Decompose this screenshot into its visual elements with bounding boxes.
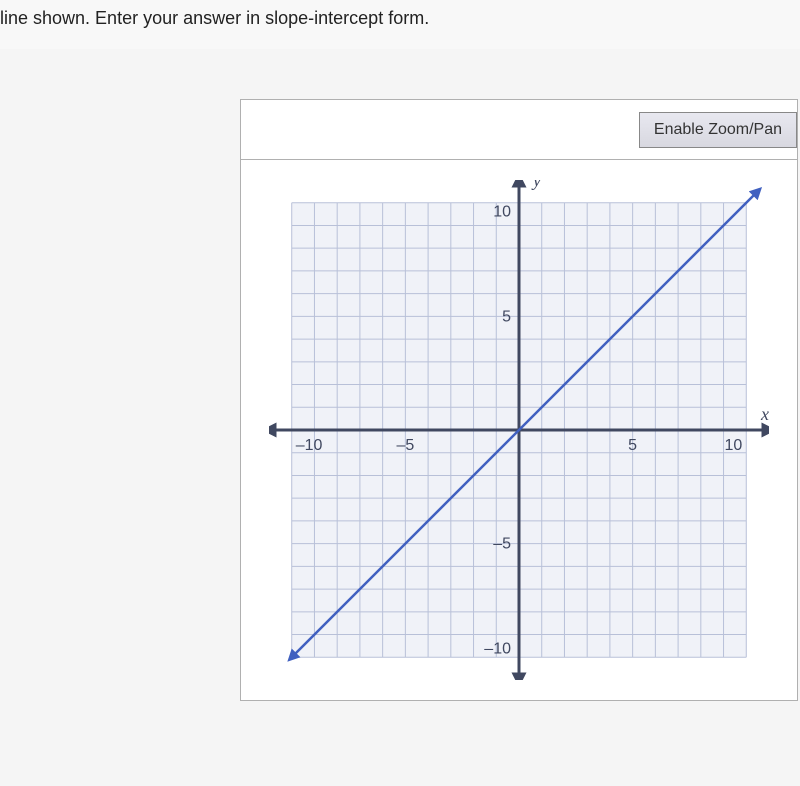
svg-text:5: 5	[628, 437, 637, 454]
question-text: line shown. Enter your answer in slope-i…	[0, 0, 800, 49]
svg-text:x: x	[760, 404, 769, 424]
svg-text:5: 5	[502, 308, 511, 325]
svg-text:y: y	[531, 180, 541, 190]
chart-area: –10 –5 5 10 –10 –5 5 10 x y	[241, 160, 797, 700]
svg-text:–10: –10	[484, 640, 511, 657]
svg-text:10: 10	[724, 437, 742, 454]
svg-text:–5: –5	[396, 437, 414, 454]
chart-container: Enable Zoom/Pan –10 –5 5 10 –10 –5 5 10 x y	[240, 99, 798, 701]
svg-text:–5: –5	[493, 536, 511, 553]
zoom-pan-button[interactable]: Enable Zoom/Pan	[639, 112, 797, 148]
coordinate-plane: –10 –5 5 10 –10 –5 5 10 x y	[269, 180, 769, 680]
svg-text:–10: –10	[296, 437, 323, 454]
svg-text:10: 10	[493, 204, 511, 221]
